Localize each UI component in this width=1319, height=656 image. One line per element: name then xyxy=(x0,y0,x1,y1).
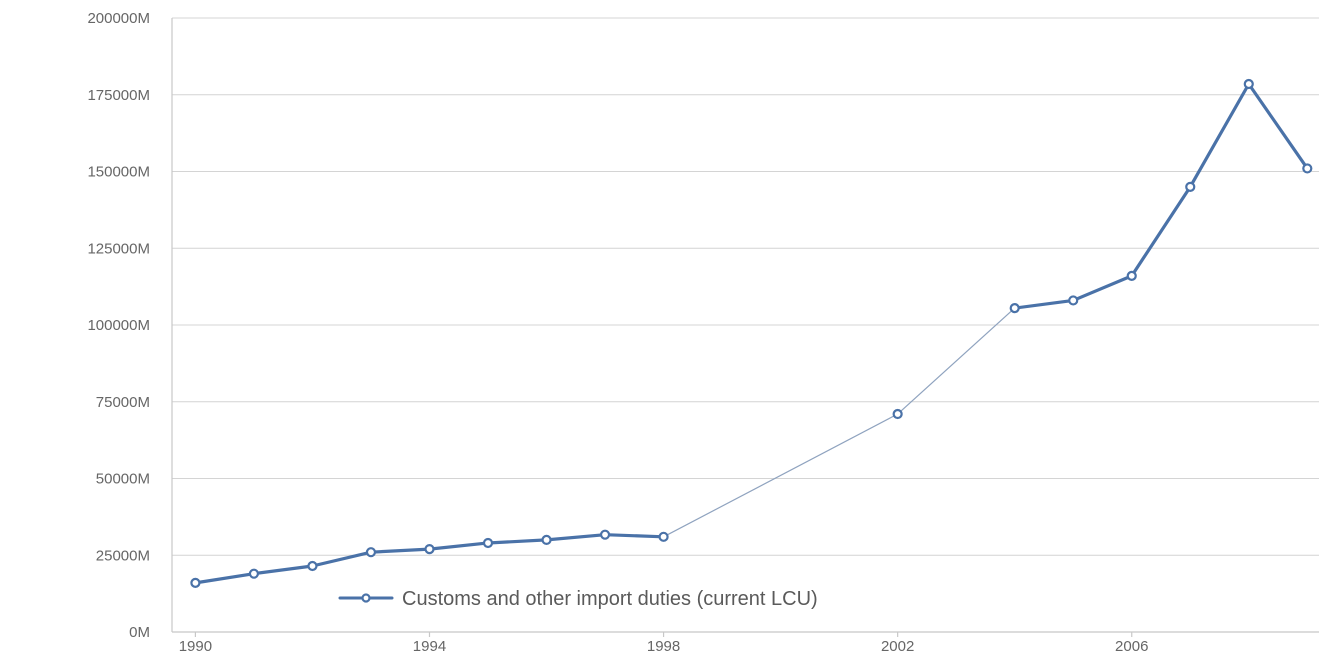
y-tick-label: 75000M xyxy=(96,394,150,411)
x-tick-label: 1998 xyxy=(647,638,680,655)
series-customs-import-duties xyxy=(190,78,1313,588)
y-tick-label: 200000M xyxy=(87,10,150,27)
series-gap-connector xyxy=(663,413,898,538)
series-line-segment xyxy=(1013,82,1309,310)
data-point xyxy=(307,560,318,572)
gridlines xyxy=(172,17,1319,556)
series-line-segment xyxy=(193,533,666,585)
legend-swatch-marker xyxy=(361,593,371,603)
data-point xyxy=(658,531,669,542)
data-point xyxy=(1068,295,1079,306)
series-gap-connector xyxy=(897,307,1016,415)
x-tick-label: 2006 xyxy=(1115,638,1148,655)
axes xyxy=(171,18,1319,637)
data-point xyxy=(892,408,903,420)
y-tick-label: 25000M xyxy=(96,547,150,564)
data-point xyxy=(1126,270,1137,281)
data-point xyxy=(482,537,494,549)
legend-label: Customs and other import duties (current… xyxy=(402,588,818,610)
y-tick-label: 50000M xyxy=(96,471,150,488)
data-point xyxy=(1185,181,1196,192)
data-point xyxy=(365,547,377,558)
data-point xyxy=(1009,303,1020,314)
x-tick-label: 2002 xyxy=(881,638,914,655)
data-point xyxy=(541,534,552,546)
x-tick-label: 1994 xyxy=(413,638,446,655)
data-point xyxy=(190,577,201,588)
data-point xyxy=(599,529,611,540)
data-point xyxy=(248,568,260,579)
y-tick-label: 150000M xyxy=(87,164,150,181)
data-point xyxy=(1243,78,1254,90)
y-axis-tick-labels: 0M 25000M 50000M 75000M 100000M 125000M 150000… xyxy=(87,10,150,641)
legend: Customs and other import duties (current… xyxy=(338,588,818,610)
y-tick-label: 125000M xyxy=(87,240,150,257)
y-tick-label: 175000M xyxy=(87,87,150,104)
data-point xyxy=(424,544,435,555)
x-tick-label: 1990 xyxy=(179,638,212,655)
data-point xyxy=(1302,163,1313,174)
y-tick-label: 0M xyxy=(129,624,150,641)
y-tick-label: 100000M xyxy=(87,317,150,334)
x-axis-tick-labels: 1990 1994 1998 2002 2006 xyxy=(179,638,1149,655)
